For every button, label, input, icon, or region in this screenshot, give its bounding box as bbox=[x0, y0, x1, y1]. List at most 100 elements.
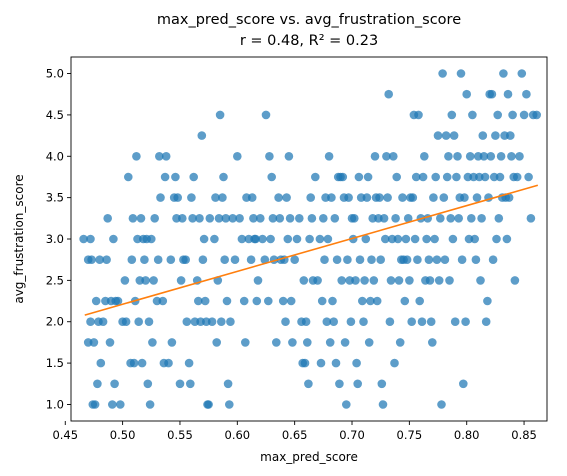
data-point bbox=[411, 172, 421, 182]
data-point bbox=[91, 296, 101, 306]
data-point bbox=[432, 255, 442, 264]
data-point bbox=[160, 172, 170, 182]
data-point bbox=[98, 317, 108, 327]
data-point bbox=[519, 110, 529, 120]
data-point bbox=[372, 296, 382, 306]
data-point bbox=[354, 172, 364, 182]
data-point bbox=[220, 255, 229, 264]
data-point bbox=[460, 193, 469, 202]
data-point bbox=[167, 338, 177, 347]
data-point bbox=[186, 379, 195, 389]
regression-line bbox=[84, 184, 539, 316]
data-point bbox=[346, 317, 356, 327]
data-point bbox=[223, 379, 233, 389]
data-point bbox=[456, 69, 466, 78]
data-point bbox=[342, 400, 351, 409]
data-point bbox=[247, 193, 257, 202]
data-point bbox=[136, 214, 146, 223]
data-point bbox=[503, 89, 513, 99]
data-point bbox=[239, 296, 249, 306]
data-point bbox=[381, 234, 390, 244]
data-point bbox=[134, 317, 143, 327]
fit-line-group bbox=[84, 184, 539, 316]
data-point bbox=[476, 276, 485, 285]
y-tick-label: 5.0 bbox=[46, 67, 64, 81]
data-point bbox=[281, 317, 290, 327]
x-tick-label: 0.55 bbox=[167, 428, 193, 442]
data-point bbox=[207, 317, 217, 327]
data-point bbox=[282, 193, 291, 202]
data-point bbox=[148, 338, 157, 347]
data-point bbox=[524, 172, 533, 182]
data-point bbox=[487, 89, 497, 99]
data-point bbox=[320, 255, 329, 264]
y-tick-label: 4.5 bbox=[46, 108, 64, 122]
data-point bbox=[420, 152, 429, 161]
data-point bbox=[338, 172, 348, 182]
data-point bbox=[459, 379, 468, 389]
data-point bbox=[465, 152, 475, 161]
data-point bbox=[198, 255, 208, 264]
data-point bbox=[288, 338, 297, 347]
data-point bbox=[507, 152, 516, 161]
data-point bbox=[252, 296, 262, 306]
data-point bbox=[266, 234, 275, 244]
data-point bbox=[426, 317, 436, 327]
data-point bbox=[437, 400, 446, 409]
x-tick-label: 0.65 bbox=[282, 428, 308, 442]
data-point bbox=[113, 296, 123, 306]
data-point bbox=[164, 358, 173, 368]
data-point bbox=[147, 234, 156, 244]
data-point bbox=[272, 338, 281, 347]
data-point bbox=[382, 152, 391, 161]
data-point bbox=[128, 214, 138, 223]
data-point bbox=[431, 172, 441, 182]
data-point bbox=[295, 214, 304, 223]
chart-title-line1: max_pred_score vs. avg_frustration_score bbox=[157, 12, 461, 28]
data-point bbox=[204, 400, 213, 409]
data-point bbox=[429, 193, 438, 202]
data-point bbox=[510, 276, 520, 285]
y-tick-label: 2.5 bbox=[46, 273, 64, 287]
data-point bbox=[327, 193, 336, 202]
data-point bbox=[369, 276, 379, 285]
data-point bbox=[306, 193, 316, 202]
data-point bbox=[210, 234, 219, 244]
data-point bbox=[478, 131, 488, 140]
data-point bbox=[400, 296, 410, 306]
data-point bbox=[143, 379, 153, 389]
data-point bbox=[353, 379, 363, 389]
data-point bbox=[440, 255, 450, 264]
data-point bbox=[161, 152, 171, 161]
data-point bbox=[108, 400, 117, 409]
data-point bbox=[470, 234, 480, 244]
data-point bbox=[384, 89, 394, 99]
data-point bbox=[344, 193, 353, 202]
data-point bbox=[218, 193, 227, 202]
data-point bbox=[225, 400, 234, 409]
data-point bbox=[376, 255, 386, 264]
data-point bbox=[361, 234, 371, 244]
data-point bbox=[522, 89, 531, 99]
data-point bbox=[401, 234, 411, 244]
data-point bbox=[149, 276, 158, 285]
y-tick-label: 2.0 bbox=[46, 315, 64, 329]
x-tick-label: 0.80 bbox=[454, 428, 480, 442]
data-point bbox=[265, 152, 274, 161]
y-tick-label: 1.5 bbox=[46, 356, 64, 370]
data-point bbox=[398, 193, 407, 202]
data-point bbox=[195, 214, 204, 223]
data-point bbox=[93, 379, 102, 389]
data-point bbox=[324, 152, 334, 161]
data-point bbox=[378, 400, 388, 409]
data-point bbox=[215, 110, 225, 120]
data-point bbox=[461, 317, 470, 327]
data-point bbox=[109, 234, 118, 244]
data-point bbox=[150, 214, 159, 223]
data-point bbox=[448, 234, 458, 244]
data-point bbox=[246, 255, 256, 264]
data-point bbox=[367, 255, 376, 264]
data-point bbox=[286, 296, 296, 306]
data-point bbox=[156, 193, 165, 202]
data-point bbox=[120, 276, 130, 285]
